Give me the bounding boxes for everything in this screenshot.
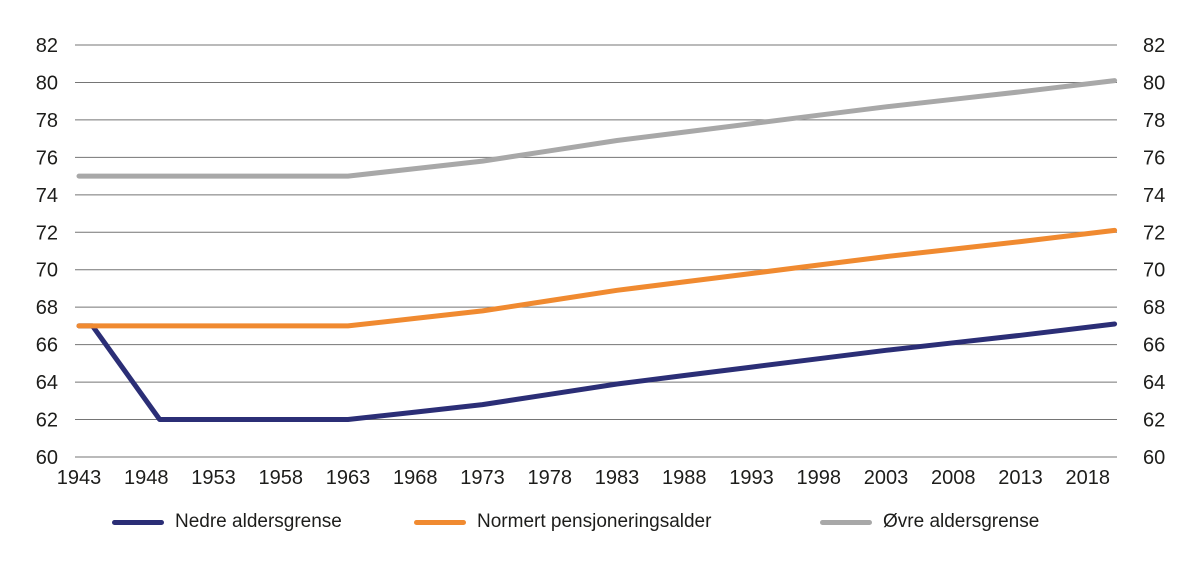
legend-label-ovre-aldersgrense: Øvre aldersgrense <box>883 511 1040 532</box>
y-axis-label-left: 82 <box>36 35 58 57</box>
x-axis-label: 1973 <box>460 467 505 489</box>
x-axis-label: 2003 <box>864 467 909 489</box>
x-axis-label: 2008 <box>931 467 976 489</box>
y-axis-label-left: 72 <box>36 222 58 244</box>
x-axis-label: 1963 <box>326 467 371 489</box>
y-axis-label-right: 68 <box>1143 297 1165 319</box>
x-axis-label: 1953 <box>191 467 236 489</box>
legend-label-normert-pensjoneringsalder: Normert pensjoneringsalder <box>477 511 712 532</box>
x-axis-label: 1978 <box>528 467 573 489</box>
y-axis-label-right: 64 <box>1143 372 1165 394</box>
x-axis-label: 1998 <box>797 467 842 489</box>
y-axis-label-left: 80 <box>36 72 58 94</box>
y-axis-label-left: 70 <box>36 260 58 282</box>
x-axis-label: 1988 <box>662 467 707 489</box>
y-axis-label-left: 64 <box>36 372 58 394</box>
legend-swatch-ovre-aldersgrense <box>820 519 872 525</box>
y-axis-label-left: 74 <box>36 185 58 207</box>
legend-label-nedre-aldersgrense: Nedre aldersgrense <box>175 511 342 532</box>
series-line-normert-pensjoneringsalder <box>76 227 1118 329</box>
y-axis-label-left: 60 <box>36 447 58 469</box>
y-axis-label-right: 82 <box>1143 35 1165 57</box>
y-axis-label-right: 80 <box>1143 72 1165 94</box>
legend-item-ovre-aldersgrense: Øvre aldersgrense <box>820 508 1039 536</box>
x-axis-label: 2018 <box>1066 467 1111 489</box>
y-axis-label-left: 78 <box>36 110 58 132</box>
x-axis-label: 1983 <box>595 467 640 489</box>
y-axis-label-right: 78 <box>1143 110 1165 132</box>
x-axis-label: 1948 <box>124 467 169 489</box>
chart-canvas: 60 60 62 62 64 64 66 66 68 68 70 70 72 72 74 74 76 76 78 78… <box>36 35 1166 489</box>
legend-item-nedre-aldersgrense: Nedre aldersgrense <box>112 508 342 536</box>
x-axis-label: 2013 <box>998 467 1043 489</box>
y-axis-label-right: 62 <box>1143 410 1165 432</box>
y-axis-label-right: 74 <box>1143 185 1165 207</box>
series-line-nedre-aldersgrense <box>76 321 1118 422</box>
legend-swatch-normert-pensjoneringsalder <box>414 519 466 525</box>
series-line-ovre-aldersgrense <box>76 78 1118 179</box>
y-axis-label-left: 62 <box>36 410 58 432</box>
x-axis-label: 1993 <box>729 467 774 489</box>
y-axis-label-right: 60 <box>1143 447 1165 469</box>
legend-item-normert-pensjoneringsalder: Normert pensjoneringsalder <box>414 508 711 536</box>
legend-swatch-nedre-aldersgrense <box>112 519 164 525</box>
y-axis-label-right: 72 <box>1143 222 1165 244</box>
y-axis-label-right: 70 <box>1143 260 1165 282</box>
x-axis-label: 1968 <box>393 467 438 489</box>
chart-legend: Nedre aldersgrense Normert pensjonerings… <box>0 508 1198 536</box>
x-axis-label: 1943 <box>57 467 102 489</box>
x-axis-label: 1958 <box>259 467 304 489</box>
y-axis-label-right: 76 <box>1143 147 1165 169</box>
y-axis-label-left: 76 <box>36 147 58 169</box>
y-axis-label-left: 66 <box>36 335 58 357</box>
y-axis-label-left: 68 <box>36 297 58 319</box>
y-axis-label-right: 66 <box>1143 335 1165 357</box>
